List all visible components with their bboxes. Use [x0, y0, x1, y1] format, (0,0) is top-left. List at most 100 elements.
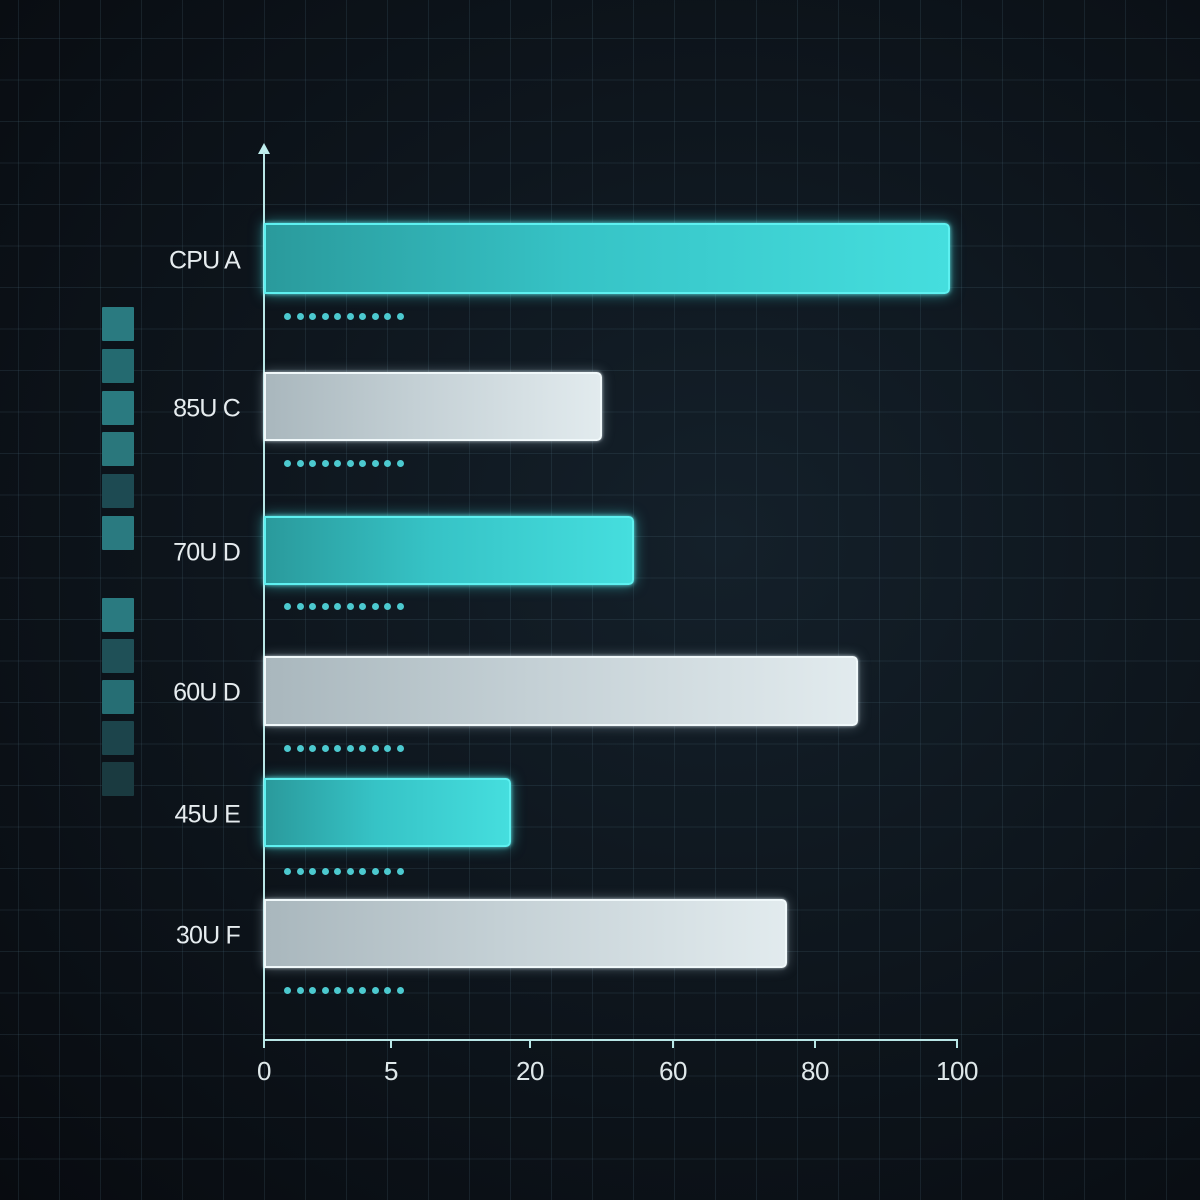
dot: [296, 313, 304, 320]
dot: [371, 745, 379, 752]
dot: [321, 313, 329, 320]
category-label: 85U C: [173, 394, 241, 422]
dot: [284, 603, 291, 610]
dot: [359, 460, 366, 467]
dotted-indicator: [284, 868, 404, 875]
dot: [384, 868, 391, 875]
indicator-square: [102, 598, 134, 632]
dot: [321, 987, 329, 994]
dot: [346, 987, 354, 994]
indicator-square: [102, 762, 134, 796]
dot: [321, 460, 329, 467]
dot: [359, 313, 366, 320]
dot: [371, 987, 379, 994]
x-tick-label: 20: [516, 1056, 544, 1086]
dotted-indicator: [284, 987, 404, 994]
dot: [296, 603, 304, 610]
indicator-square: [102, 349, 134, 383]
dot: [359, 987, 366, 994]
bar-70u-d: [264, 516, 634, 585]
x-tick: [814, 1039, 816, 1048]
dot: [396, 603, 404, 610]
x-tick-label: 100: [936, 1056, 978, 1086]
category-label: 60U D: [173, 678, 241, 707]
dot: [359, 603, 366, 610]
dot: [284, 745, 291, 752]
dotted-indicator: [284, 460, 404, 467]
dot: [334, 987, 341, 994]
dotted-indicator: [284, 745, 404, 752]
dot: [309, 460, 316, 467]
dot: [396, 313, 404, 320]
category-label: 45U E: [174, 800, 241, 828]
indicator-square: [102, 516, 134, 550]
dot: [334, 603, 341, 610]
dot: [384, 313, 391, 320]
x-tick: [263, 1039, 265, 1048]
bar-cpu-a: [264, 223, 950, 294]
indicator-square: [102, 391, 134, 425]
dot: [396, 987, 404, 994]
dot: [321, 745, 329, 752]
dot: [359, 868, 366, 875]
x-tick: [672, 1039, 674, 1048]
dot: [346, 603, 354, 610]
indicator-square: [102, 639, 134, 673]
dot: [309, 868, 316, 875]
dot: [384, 745, 391, 752]
x-tick-label: 80: [801, 1056, 829, 1086]
dot: [334, 313, 341, 320]
dot: [284, 313, 291, 320]
indicator-square: [102, 680, 134, 714]
indicator-square: [102, 432, 134, 466]
x-tick-label: 60: [659, 1056, 687, 1086]
dotted-indicator: [284, 603, 404, 610]
dot: [334, 460, 341, 467]
dot: [296, 987, 304, 994]
x-tick: [529, 1039, 531, 1048]
dot: [309, 603, 316, 610]
dot: [384, 987, 391, 994]
dot: [371, 460, 379, 467]
indicator-square: [102, 721, 134, 755]
x-tick-label: 5: [384, 1056, 398, 1086]
x-tick: [390, 1039, 392, 1048]
indicator-square: [102, 474, 134, 508]
dot: [296, 460, 304, 467]
y-axis-arrow-icon: [258, 143, 270, 154]
dot: [309, 313, 316, 320]
dot: [309, 987, 316, 994]
bar-30u-f: [264, 899, 787, 968]
dot: [346, 868, 354, 875]
dot: [371, 313, 379, 320]
indicator-square: [102, 307, 134, 341]
dot: [284, 987, 291, 994]
y-axis: [263, 152, 265, 1042]
dot: [396, 868, 404, 875]
dot: [359, 745, 366, 752]
dot: [334, 868, 341, 875]
category-label: 70U D: [173, 538, 241, 566]
category-label: 30U F: [175, 921, 241, 949]
bar-45u-e: [264, 778, 512, 847]
dot: [284, 460, 291, 467]
dotted-indicator: [284, 313, 404, 320]
dot: [384, 460, 391, 467]
dot: [296, 868, 304, 875]
dot: [284, 868, 291, 875]
dot: [334, 745, 341, 752]
x-tick: [956, 1039, 958, 1048]
dot: [371, 868, 379, 875]
dot: [346, 460, 354, 467]
dot: [346, 313, 354, 320]
dot: [396, 745, 404, 752]
bar-60u-d: [264, 656, 858, 726]
dot: [321, 868, 329, 875]
dot: [309, 745, 316, 752]
dot: [396, 460, 404, 467]
dot: [384, 603, 391, 610]
bar-85u-c: [264, 372, 602, 441]
dot: [296, 745, 304, 752]
category-label: CPU A: [168, 246, 241, 274]
